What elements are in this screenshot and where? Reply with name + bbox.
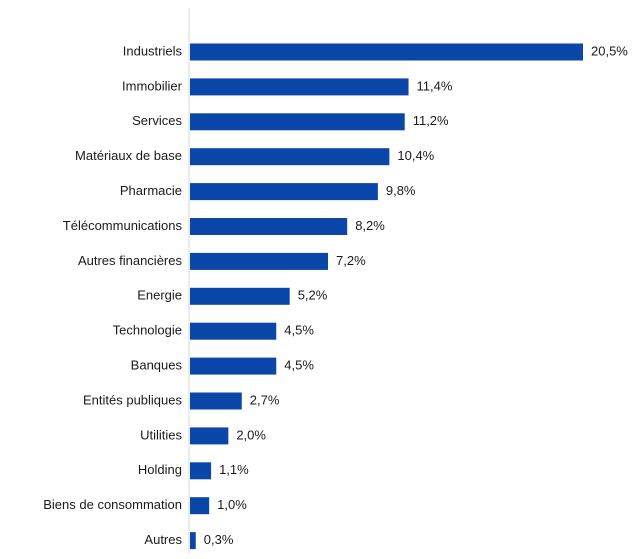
- bar-group: Matériaux de base 10,4%: [75, 148, 435, 166]
- value-label: 9,8%: [386, 183, 416, 198]
- value-label: 4,5%: [284, 323, 314, 338]
- category-label: Holding: [138, 462, 182, 477]
- category-label: Autres financières: [78, 253, 183, 268]
- category-label: Services: [132, 113, 182, 128]
- value-label: 1,0%: [217, 497, 247, 512]
- bar: [190, 497, 210, 515]
- bar: [190, 78, 409, 96]
- bar: [190, 462, 212, 480]
- bar: [190, 252, 329, 270]
- category-label: Autres: [144, 532, 182, 547]
- bar-group: Utilities 2,0%: [140, 427, 266, 445]
- value-label: 5,2%: [298, 288, 328, 303]
- category-label: Technologie: [113, 323, 182, 338]
- bar-group: Autres financières 7,2%: [78, 253, 366, 270]
- category-label: Biens de consommation: [43, 497, 182, 512]
- bar: [190, 113, 405, 131]
- category-label: Industriels: [123, 43, 183, 58]
- bar: [190, 287, 290, 305]
- bar: [190, 392, 242, 410]
- bar-group: Immobilier 11,4%: [122, 78, 453, 96]
- bar: [190, 43, 583, 61]
- bar: [190, 357, 277, 375]
- bar: [190, 532, 196, 550]
- value-label: 2,7%: [250, 392, 280, 407]
- value-label: 10,4%: [397, 148, 434, 163]
- bar-group: Energie 5,2%: [137, 288, 328, 305]
- value-label: 11,4%: [417, 78, 453, 93]
- bar: [190, 183, 378, 201]
- value-label: 2,0%: [236, 427, 266, 442]
- bar: [190, 427, 229, 445]
- category-label: Banques: [131, 358, 183, 373]
- bar-group: Entités publiques 2,7%: [83, 392, 280, 410]
- value-label: 7,2%: [336, 253, 366, 268]
- bar-group: Industriels 20,5%: [123, 43, 628, 61]
- bar-group: Autres 0,3%: [144, 532, 234, 550]
- bar-group: Pharmacie 9,8%: [120, 183, 416, 201]
- bar: [190, 322, 277, 340]
- bar: [190, 148, 390, 166]
- value-label: 20,5%: [591, 43, 628, 58]
- bar-group: Biens de consommation 1,0%: [43, 497, 247, 515]
- category-label: Energie: [137, 288, 182, 303]
- value-label: 8,2%: [355, 218, 385, 233]
- value-label: 11,2%: [413, 113, 449, 128]
- bar-group: Holding 1,1%: [138, 462, 249, 480]
- value-label: 0,3%: [204, 532, 234, 547]
- bar: [190, 218, 348, 235]
- bar-group: Technologie 4,5%: [113, 322, 314, 340]
- category-label: Télécommunications: [63, 218, 183, 233]
- value-label: 1,1%: [219, 462, 249, 477]
- bar-group: Télécommunications 8,2%: [63, 218, 385, 235]
- bar-group: Banques 4,5%: [131, 357, 314, 375]
- category-label: Matériaux de base: [75, 148, 182, 163]
- category-label: Immobilier: [122, 78, 183, 93]
- bar-group: Services 11,2%: [132, 113, 449, 131]
- category-label: Pharmacie: [120, 183, 182, 198]
- value-label: 4,5%: [284, 358, 314, 373]
- category-label: Utilities: [140, 427, 182, 442]
- category-label: Entités publiques: [83, 392, 183, 407]
